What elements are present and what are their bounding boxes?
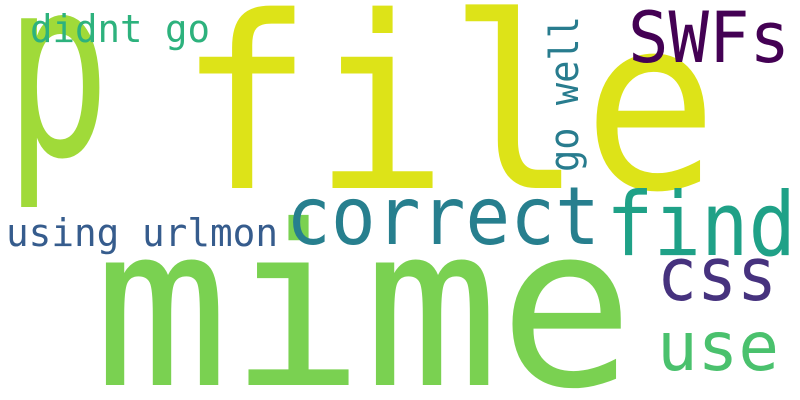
word-p: p bbox=[5, 0, 110, 214]
word-go-well: go well bbox=[542, 16, 588, 172]
word-mime: mime bbox=[94, 177, 634, 400]
word-swfs: SWFs bbox=[628, 0, 790, 79]
word-use: use bbox=[657, 308, 779, 387]
word-using-urlmon: using urlmon bbox=[6, 211, 278, 255]
word-didnt-go: didnt go bbox=[30, 7, 210, 51]
word-find: find bbox=[606, 173, 796, 276]
word-css: css bbox=[657, 232, 777, 318]
word-correct: correct bbox=[286, 170, 600, 263]
word-file: file bbox=[178, 0, 718, 245]
